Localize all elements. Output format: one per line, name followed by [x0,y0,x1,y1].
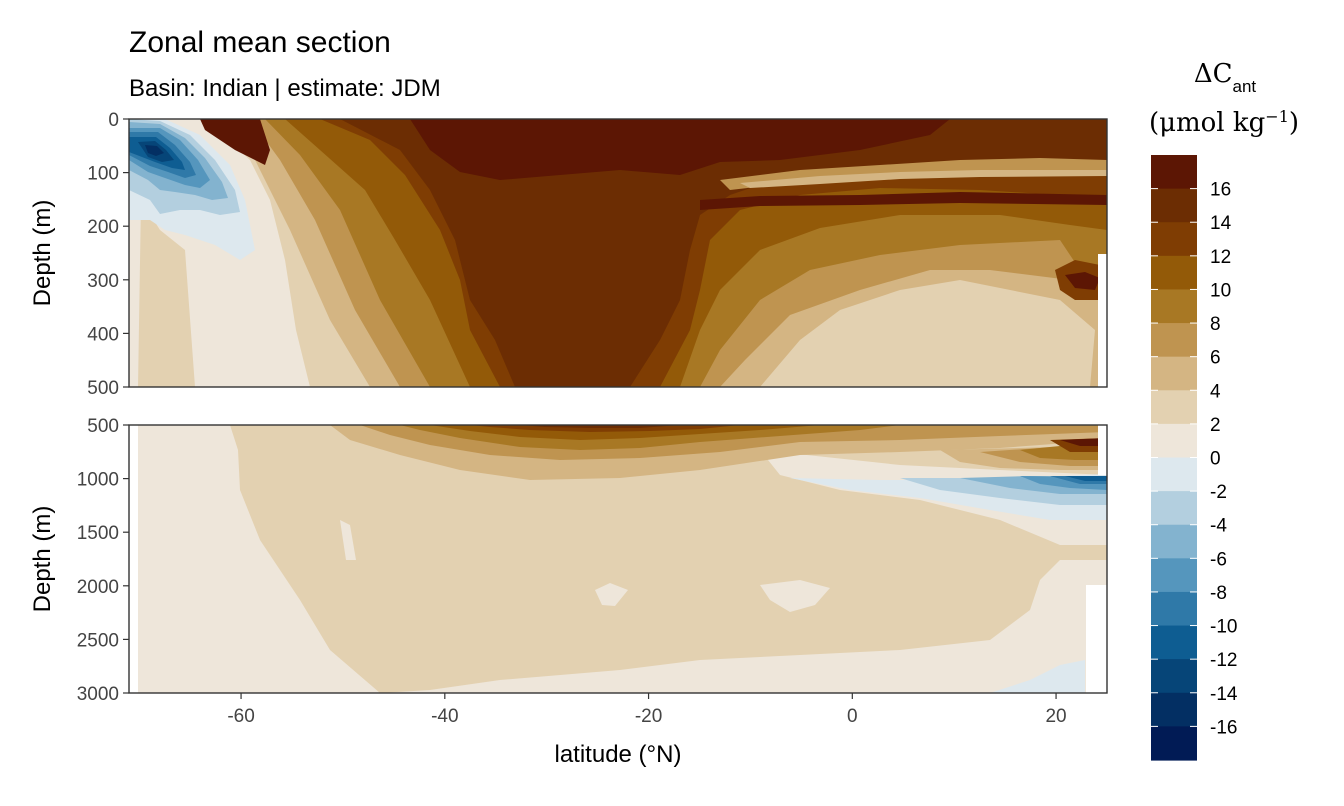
x-axis: -60 -40 -20 0 20 [227,693,1067,727]
y-axis-upper: 0 100 200 300 400 500 [87,110,129,399]
legend-tick-labels: 16 14 12 10 8 6 4 2 0 -2 -4 -6 -8 -10 -12 -14 -16 [1151,180,1238,738]
legend-tick-label: 8 [1210,314,1221,335]
y-tick-label: 2500 [77,630,119,651]
chart-title: Zonal mean section [129,26,391,59]
legend-tick-label: 10 [1210,280,1231,301]
x-axis-title: latitude (°N) [555,741,682,768]
y-tick-label: 400 [87,324,119,345]
chart-subtitle: Basin: Indian | estimate: JDM [129,75,441,102]
x-tick-label: -40 [431,706,458,727]
y-tick-label: 100 [87,164,119,185]
legend-color-bin [1151,491,1197,526]
legend-color-bin [1151,558,1197,593]
legend-tick-label: -4 [1210,516,1227,537]
lower-contour-field [129,425,1107,693]
legend-tick-label: -6 [1210,549,1227,570]
panel-upper [128,118,1108,388]
legend-color-bin [1151,726,1197,761]
y-tick-label: 1500 [77,523,119,544]
legend-title: ΔCant [1194,59,1257,96]
legend-tick-label: 16 [1210,180,1231,201]
legend-tick-label: -2 [1210,482,1227,503]
legend-tick-label: 14 [1210,213,1232,234]
legend-color-bin [1151,692,1197,727]
legend-color-bin [1151,155,1197,190]
legend-color-bin [1151,390,1197,425]
legend-color-bin [1151,524,1197,559]
upper-contour-field [129,119,1107,387]
legend-color-bin [1151,255,1197,291]
legend-color-bin [1151,289,1197,324]
legend-tick-label: 4 [1210,381,1221,402]
legend-tick-label: -8 [1210,583,1227,604]
legend-color-bar [1151,155,1197,761]
color-legend: ΔCant (μmol kg−1) 16 14 12 10 8 6 4 2 0 -2 -4 -6 -8 -… [1149,59,1299,761]
legend-unit: (μmol kg−1) [1149,107,1299,139]
legend-tick-label: -14 [1210,684,1238,705]
legend-color-bin [1151,625,1197,660]
legend-tick-label: -10 [1210,617,1237,638]
x-tick-label: -20 [635,706,662,727]
x-tick-label: 20 [1045,706,1066,727]
y-tick-label: 500 [87,416,119,437]
legend-tick-label: -16 [1210,717,1237,738]
legend-color-bin [1151,457,1197,492]
y-tick-label: 300 [87,271,119,292]
y-tick-label: 1000 [77,470,119,491]
legend-tick-label: 6 [1210,348,1221,369]
legend-color-bin [1151,222,1197,257]
x-tick-label: -60 [227,706,254,727]
x-tick-label: 0 [847,706,858,727]
legend-color-bin [1151,423,1197,459]
legend-tick-label: 12 [1210,247,1231,268]
legend-color-bin [1151,356,1197,391]
y-axis-lower: 500 1000 1500 2000 2500 3000 [77,416,129,705]
legend-color-bin [1151,188,1197,223]
y-tick-label: 0 [108,110,119,131]
legend-tick-label: 0 [1210,449,1221,470]
y-tick-label: 2000 [77,577,119,598]
y-tick-label: 500 [87,378,119,399]
legend-color-bin [1151,591,1197,627]
legend-color-bin [1151,659,1197,694]
y-axis-title-lower: Depth (m) [29,506,56,613]
y-axis-title-upper: Depth (m) [29,200,56,307]
panel-lower [128,424,1108,694]
legend-tick-label: 2 [1210,415,1221,436]
legend-color-bin [1151,323,1197,358]
legend-tick-label: -12 [1210,650,1237,671]
y-tick-label: 3000 [77,684,119,705]
y-tick-label: 200 [87,217,119,238]
